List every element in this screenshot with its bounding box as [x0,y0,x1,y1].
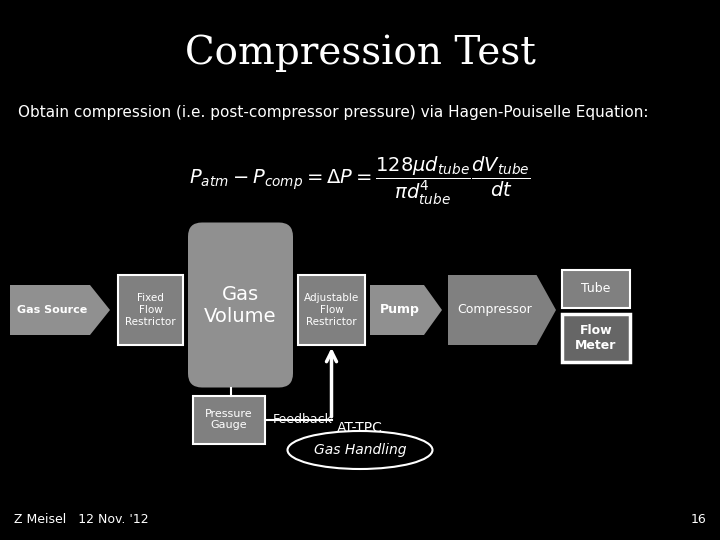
Text: Gas
Volume: Gas Volume [204,285,276,326]
Text: Pressure
Gauge: Pressure Gauge [205,409,253,430]
Text: Z Meisel   12 Nov. '12: Z Meisel 12 Nov. '12 [14,513,148,526]
Polygon shape [10,285,110,335]
Text: Compressor: Compressor [457,303,532,316]
Polygon shape [448,275,556,345]
Text: $P_{atm} - P_{comp} = \Delta P = \dfrac{128\mu d_{tube}}{\pi d^4_{tube}} \dfrac{: $P_{atm} - P_{comp} = \Delta P = \dfrac{… [189,155,531,207]
Bar [298,275,365,345]
Text: Tube: Tube [581,282,611,295]
Bar [562,314,630,362]
Text: Obtain compression (i.e. post-compressor pressure) via Hagen-Pouiselle Equation:: Obtain compression (i.e. post-compressor… [18,105,649,120]
Text: Adjustable
Flow
Restrictor: Adjustable Flow Restrictor [304,293,359,327]
Text: Flow
Meter: Flow Meter [575,324,617,352]
Text: 16: 16 [690,513,706,526]
Text: Feedback: Feedback [273,413,333,426]
Bar [118,275,183,345]
Text: Compression Test: Compression Test [184,35,536,72]
Text: Fixed
Flow
Restrictor: Fixed Flow Restrictor [125,293,176,327]
Polygon shape [370,285,442,335]
Text: Gas Source: Gas Source [17,305,87,315]
Bar [193,395,265,443]
Bar [562,270,630,308]
Text: Pump: Pump [380,303,420,316]
Text: AT-TPC: AT-TPC [337,421,383,435]
FancyBboxPatch shape [188,222,293,388]
Text: Gas Handling: Gas Handling [314,443,406,457]
